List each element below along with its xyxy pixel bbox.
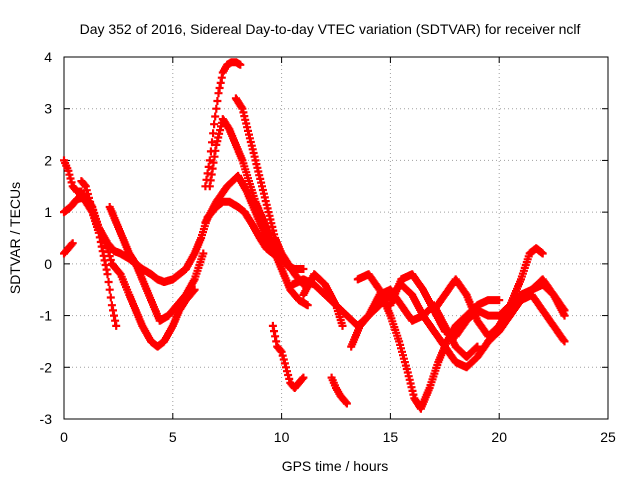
point-markers-track-3 [60,239,77,258]
plot-frame [63,56,609,420]
point-markers-track-4 [77,177,199,351]
point-markers-track-11 [327,373,351,408]
series-track-13 [299,270,347,330]
point-markers-track-14 [353,270,504,413]
series-track-8 [231,94,308,289]
chart-title: Day 352 of 2016, Sidereal Day-to-day VTE… [80,21,581,37]
y-axis-label: SDTVAR / TECUs [7,182,23,294]
point-markers-track-9 [201,171,312,310]
point-markers-track-10 [268,321,308,392]
series-track-3 [60,239,77,258]
point-markers-track-8 [231,94,308,289]
y-tick-label: 0 [44,256,52,272]
y-tick-label: 2 [44,152,52,168]
series-track-5 [105,203,208,325]
series-track-11 [327,373,351,408]
series-track-10 [268,321,308,392]
point-markers-track-5 [105,203,208,325]
series-track-18 [484,275,569,346]
x-tick-label: 20 [491,429,507,445]
point-markers-track-13 [299,270,347,330]
y-tick-label: -3 [40,411,53,427]
series-track-6 [201,58,245,191]
x-tick-label: 10 [274,429,290,445]
point-markers-track-6 [201,58,245,191]
series-track-4 [77,177,199,351]
y-axis: -3 -2 -1 0 1 2 3 4 [40,49,608,427]
y-tick-label: 1 [44,204,52,220]
series-track-17 [429,244,547,341]
x-tick-label: 0 [60,429,68,445]
data-points [60,58,569,413]
series-track-14 [353,270,504,413]
point-markers-track-17 [429,244,547,341]
series-track-9 [201,171,312,310]
y-tick-label: -2 [40,359,53,375]
y-tick-label: 4 [44,49,52,65]
grid [64,57,608,419]
y-tick-label: -1 [40,308,53,324]
x-tick-label: 5 [169,429,177,445]
y-tick-label: 3 [44,101,52,117]
x-tick-label: 25 [600,429,616,445]
point-markers-track-18 [484,275,569,346]
x-axis-label: GPS time / hours [282,458,389,474]
x-axis: 0 5 10 15 20 25 [60,57,616,445]
x-tick-label: 15 [383,429,399,445]
